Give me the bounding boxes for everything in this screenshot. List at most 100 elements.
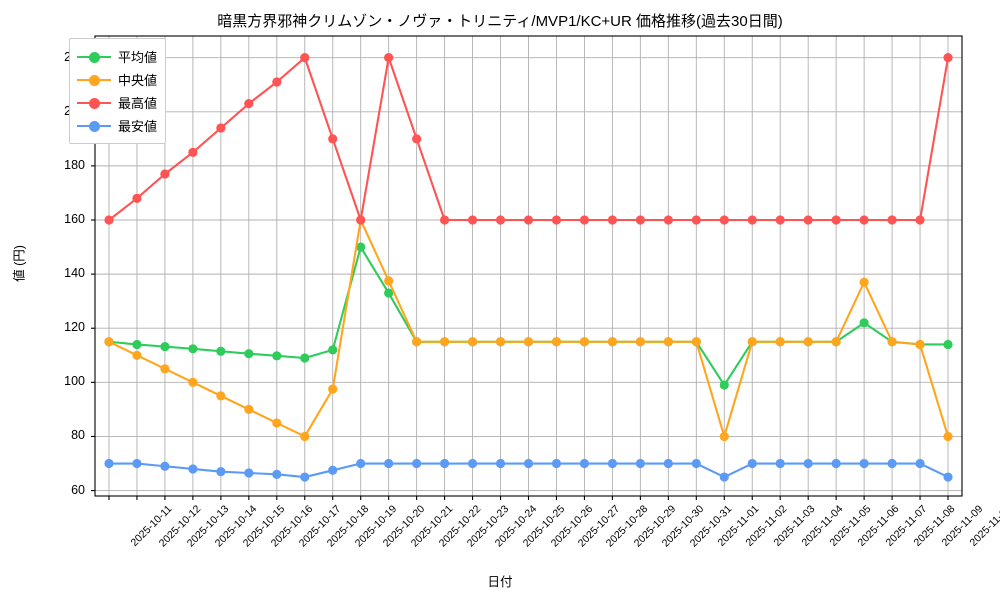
series-2 xyxy=(104,53,953,225)
data-point xyxy=(300,472,310,482)
legend-swatch-icon xyxy=(77,73,111,87)
data-point xyxy=(831,215,841,225)
data-point xyxy=(887,337,897,347)
y-axis-label: 値 (円) xyxy=(12,245,27,282)
data-point xyxy=(328,345,338,355)
data-point xyxy=(859,458,869,469)
legend-swatch-icon xyxy=(77,119,111,133)
data-point xyxy=(467,458,478,469)
legend-label: 最高値 xyxy=(118,96,158,111)
data-point xyxy=(943,339,953,350)
data-point xyxy=(747,458,757,469)
data-point xyxy=(272,351,282,361)
data-point xyxy=(551,337,562,347)
data-point xyxy=(831,458,841,469)
data-point xyxy=(747,215,757,225)
chart-title: 暗黒方界邪神クリムゾン・ノヴァ・トリニティ/MVP1/KC+UR 価格推移(過去… xyxy=(217,13,783,30)
data-point xyxy=(188,147,198,157)
legend-item-0[interactable]: 平均値 xyxy=(77,45,157,68)
data-point xyxy=(188,377,198,387)
data-point xyxy=(579,458,590,469)
legend-item-2[interactable]: 最高値 xyxy=(77,91,157,114)
legend-item-3[interactable]: 最安値 xyxy=(77,114,157,137)
data-point xyxy=(132,458,142,469)
data-point xyxy=(915,458,925,469)
data-point xyxy=(495,215,506,225)
data-point xyxy=(244,404,254,415)
y-tick-label: 140 xyxy=(64,266,85,281)
data-point xyxy=(663,458,673,469)
data-point xyxy=(803,215,813,225)
y-tick-label: 80 xyxy=(71,428,85,443)
data-point xyxy=(859,215,869,225)
series-1 xyxy=(104,215,953,442)
data-point xyxy=(775,337,785,347)
data-point xyxy=(216,346,226,356)
data-point xyxy=(439,458,450,469)
data-point xyxy=(384,53,394,63)
data-point xyxy=(803,337,813,347)
x-axis-label: 日付 xyxy=(487,575,513,589)
y-tick-label: 100 xyxy=(64,374,85,389)
data-point xyxy=(915,215,925,225)
legend-swatch-icon xyxy=(77,96,111,110)
data-point xyxy=(719,380,729,390)
data-point xyxy=(439,337,450,347)
data-point xyxy=(328,384,338,394)
data-point xyxy=(272,469,282,479)
data-point xyxy=(663,215,673,225)
data-point xyxy=(887,215,897,225)
data-point xyxy=(635,215,645,225)
y-tick-label: 180 xyxy=(64,157,85,172)
data-point xyxy=(943,53,953,63)
data-point xyxy=(691,458,701,469)
data-point xyxy=(495,458,506,469)
data-point xyxy=(104,458,114,469)
data-point xyxy=(412,458,422,469)
data-point xyxy=(859,318,869,328)
data-point xyxy=(244,99,254,109)
data-point xyxy=(132,339,142,350)
y-tick-label: 120 xyxy=(64,320,85,335)
data-point xyxy=(887,458,897,469)
grid-lines xyxy=(95,36,962,496)
legend-label: 最安値 xyxy=(118,119,158,134)
data-point xyxy=(775,458,785,469)
data-point xyxy=(607,458,618,469)
data-point xyxy=(467,215,478,225)
data-point xyxy=(384,276,394,286)
legend-label: 平均値 xyxy=(118,50,158,65)
data-point xyxy=(160,364,170,374)
data-point xyxy=(104,337,114,347)
data-point xyxy=(244,468,254,478)
legend: 平均値中央値最高値最安値 xyxy=(69,38,167,144)
data-point xyxy=(467,337,478,347)
data-point xyxy=(719,215,729,225)
data-point xyxy=(356,215,366,225)
data-point xyxy=(775,215,785,225)
data-point xyxy=(635,337,645,347)
data-point xyxy=(216,123,226,133)
data-point xyxy=(691,215,701,225)
legend-item-1[interactable]: 中央値 xyxy=(77,68,157,91)
data-point xyxy=(635,458,645,469)
data-point xyxy=(439,215,450,225)
data-point xyxy=(607,215,618,225)
data-point xyxy=(719,431,729,442)
data-point xyxy=(523,215,534,225)
data-point xyxy=(328,134,338,144)
data-point xyxy=(300,353,310,363)
series-3 xyxy=(104,458,953,482)
y-tick-label: 160 xyxy=(64,212,85,226)
data-point xyxy=(551,458,562,469)
data-point xyxy=(747,337,757,347)
data-point xyxy=(412,337,422,347)
data-point xyxy=(523,337,534,347)
data-point xyxy=(160,169,170,179)
data-point xyxy=(272,77,282,87)
data-point xyxy=(188,344,198,354)
data-point xyxy=(104,215,114,225)
data-point xyxy=(356,458,366,469)
